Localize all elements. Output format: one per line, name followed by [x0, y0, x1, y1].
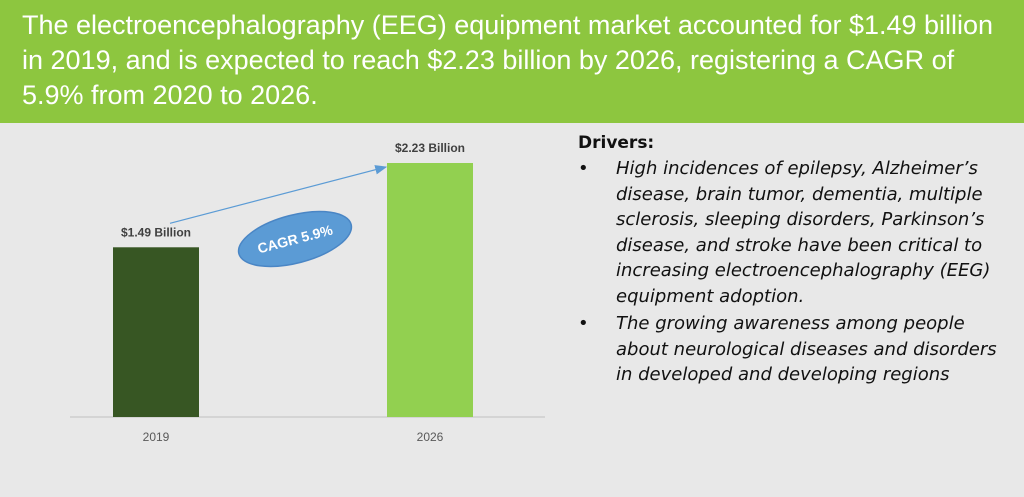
cagr-badge: CAGR 5.9%	[237, 210, 353, 268]
header-banner: The electroencephalography (EEG) equipme…	[0, 0, 1024, 123]
driver-text: The growing awareness among people about…	[616, 313, 997, 385]
bullet-marker: •	[578, 158, 589, 179]
bar-chart: $1.49 Billion 2019 $2.23 Billion 2026 CAGR …	[70, 141, 545, 444]
driver-text: High incidences of epilepsy, Alzheimer’s…	[616, 158, 991, 307]
chart-panel: $1.49 Billion 2019 $2.23 Billion 2026 CAGR …	[0, 127, 560, 497]
data-label: $2.23 Billion	[395, 141, 465, 155]
bullet-marker: •	[578, 313, 589, 334]
bar-2026	[387, 163, 473, 417]
cagr-ellipse	[237, 210, 353, 268]
cagr-arrow	[169, 165, 388, 224]
x-tick-label: 2026	[417, 430, 444, 444]
bar-2019	[113, 247, 199, 417]
header-text: The electroencephalography (EEG) equipme…	[22, 10, 994, 110]
x-tick-label: 2019	[143, 430, 170, 444]
drivers-heading: Drivers:	[578, 133, 655, 153]
driver-item: • The growing awareness among people abo…	[578, 311, 1014, 388]
data-label: $1.49 Billion	[121, 225, 191, 239]
drivers-section: Drivers: • High incidences of epilepsy, …	[578, 133, 1014, 390]
driver-item: • High incidences of epilepsy, Alzheimer…	[578, 156, 1014, 309]
